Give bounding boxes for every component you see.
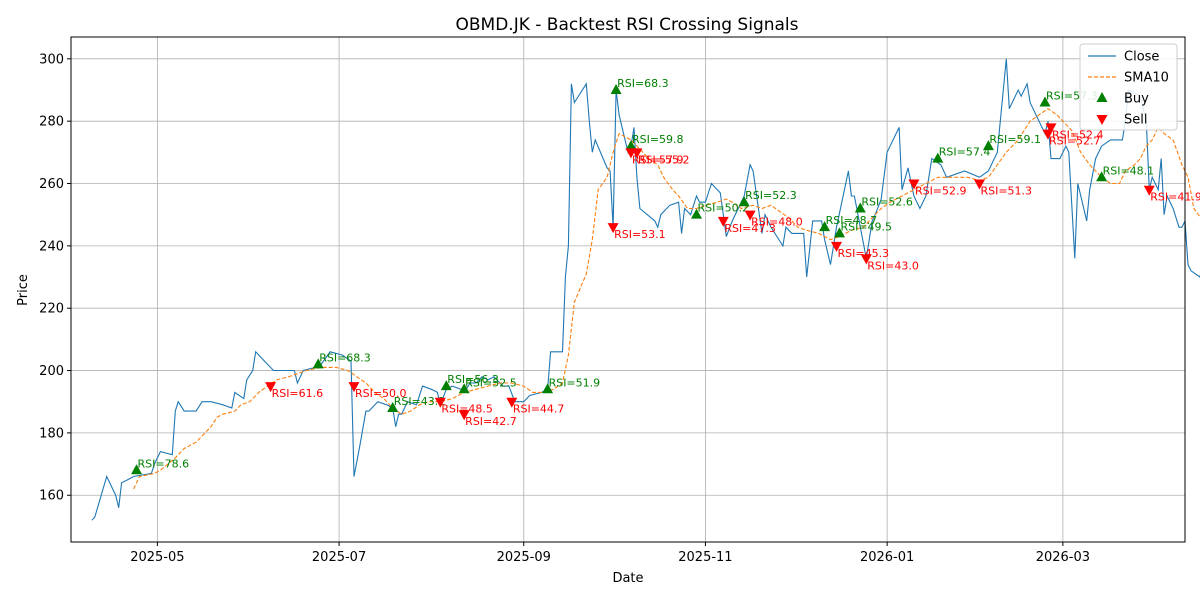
buy-signal-marker (932, 152, 944, 163)
buy-signal-marker (1096, 171, 1108, 182)
sell-signal-marker (265, 382, 277, 393)
sell-signal-label: RSI=52.9 (915, 185, 967, 198)
legend-label-sell: Sell (1124, 113, 1147, 128)
buy-signal-label: RSI=57.4 (939, 146, 991, 159)
buy-signal-label: RSI=56.3 (447, 373, 499, 386)
buy-signal-label: RSI=52.6 (861, 195, 913, 208)
buy-signal-label: RSI=52.3 (745, 189, 797, 202)
y-axis: 160 180 200 220 240 260 280 300 (39, 52, 71, 504)
buy-signal-label: RSI=78.6 (138, 457, 190, 470)
x-tick-label: 2025-09 (497, 550, 551, 565)
sell-signal-label: RSI=57.9 (632, 153, 684, 166)
buy-signal-marker (854, 202, 866, 213)
sell-signal-label: RSI=51.3 (980, 185, 1032, 198)
buy-signal-marker (387, 401, 399, 412)
x-tick-label: 2025-11 (678, 550, 732, 565)
buy-signal-marker (131, 464, 143, 475)
sell-signal-label: RSI=53.1 (614, 228, 666, 241)
buy-signal-marker (982, 140, 994, 151)
legend-box (1079, 43, 1178, 131)
x-axis-label: Date (612, 571, 643, 586)
buy-signal-marker (738, 196, 750, 207)
sell-signal-marker (860, 254, 872, 265)
sell-signal-marker (348, 382, 360, 393)
buy-signal-label: RSI=68.3 (617, 77, 669, 90)
y-tick-label: 260 (39, 177, 64, 192)
buy-signal-label: RSI=43.1 (394, 395, 446, 408)
chart-title: OBMD.JK - Backtest RSI Crossing Signals (455, 15, 798, 35)
buy-signal-marker (819, 221, 831, 232)
y-tick-label: 300 (39, 52, 64, 67)
buy-signal-label: RSI=52.5 (465, 376, 517, 389)
y-tick-label: 220 (39, 302, 64, 317)
plot-area: RSI=78.6 RSI=68.3 RSI=43.1RSI=56.3RSI=52.5… (91, 58, 1200, 521)
x-tick-label: 2026-03 (1036, 550, 1090, 565)
legend-buy-swatch (1096, 92, 1108, 102)
buy-signal-marker (440, 380, 452, 391)
y-axis-label: Price (16, 274, 31, 306)
y-tick-label: 200 (39, 364, 64, 379)
y-tick-label: 280 (39, 115, 64, 130)
sell-signal-marker (607, 223, 619, 234)
sell-signal-label: RSI=42.7 (465, 415, 517, 428)
sell-signal-marker (506, 397, 518, 408)
x-tick-label: 2025-05 (130, 550, 184, 565)
sell-signal-marker (434, 397, 446, 408)
y-tick-label: 180 (39, 426, 64, 441)
sell-signal-label: RSI=44.7 (513, 403, 565, 416)
buy-signal-label: RSI=51.9 (549, 376, 601, 389)
sell-signal-marker (831, 241, 843, 252)
sell-signal-label: RSI=48.0 (751, 216, 803, 229)
buy-signal-marker (610, 83, 622, 94)
legend-sell-swatch (1096, 115, 1108, 125)
sell-signal-label: RSI=43.0 (867, 259, 919, 272)
sell-signal-label: RSI=48.5 (441, 403, 493, 416)
y-tick-label: 160 (39, 489, 64, 504)
sell-signal-label: RSI=55.2 (638, 153, 690, 166)
buy-signal-label: RSI=68.3 (319, 351, 371, 364)
buy-signal-label: RSI=48.7 (826, 214, 878, 227)
sell-signal-label: RSI=61.6 (272, 387, 324, 400)
x-axis: 2025-05 2025-07 2025-09 2025-11 2026-01 2026-… (130, 542, 1090, 565)
legend-label-close: Close (1124, 50, 1159, 65)
sell-signal-label: RSI=47.3 (724, 222, 776, 235)
sell-signal-label: RSI=50.0 (355, 387, 407, 400)
buy-signal-label: RSI=59.1 (989, 133, 1041, 146)
sell-signal-label: RSI=52.4 (1052, 128, 1104, 141)
buy-signal-marker (312, 358, 324, 369)
sell-signal-marker (1143, 185, 1155, 196)
sell-signal-label: RSI=52.7 (1049, 135, 1101, 148)
buy-signal-marker (833, 227, 845, 238)
sell-signal-marker (973, 179, 985, 190)
sell-signal-marker (458, 410, 470, 421)
axes-frame (70, 36, 1186, 543)
buy-signal-label: RSI=48.1 (1103, 164, 1155, 177)
sma10-line (133, 108, 1200, 490)
x-tick-label: 2026-01 (860, 550, 914, 565)
legend: Close SMA10 Buy Sell (1079, 43, 1178, 131)
legend-label-sma: SMA10 (1124, 71, 1169, 86)
sell-signal-marker (744, 210, 756, 221)
buy-signal-marker (691, 208, 703, 219)
sell-signal-marker (908, 179, 920, 190)
sell-signal-label: RSI=41.9 (1150, 191, 1200, 204)
sell-signal-marker (631, 148, 643, 159)
sell-signal-marker (717, 216, 729, 227)
legend-label-buy: Buy (1124, 92, 1149, 107)
buy-signal-marker (625, 140, 637, 151)
buy-signal-label: RSI=49.5 (840, 220, 892, 233)
buy-signal-marker (458, 383, 470, 394)
buy-signal-label: RSI=50.2 (698, 202, 750, 215)
x-tick-label: 2025-07 (312, 550, 366, 565)
buy-signal-marker (542, 383, 554, 394)
sell-signal-marker (1045, 123, 1057, 134)
buy-signal-label: RSI=59.8 (632, 133, 684, 146)
buy-signal-marker (1039, 96, 1051, 107)
y-tick-label: 240 (39, 239, 64, 254)
sell-signal-label: RSI=45.3 (838, 247, 890, 260)
